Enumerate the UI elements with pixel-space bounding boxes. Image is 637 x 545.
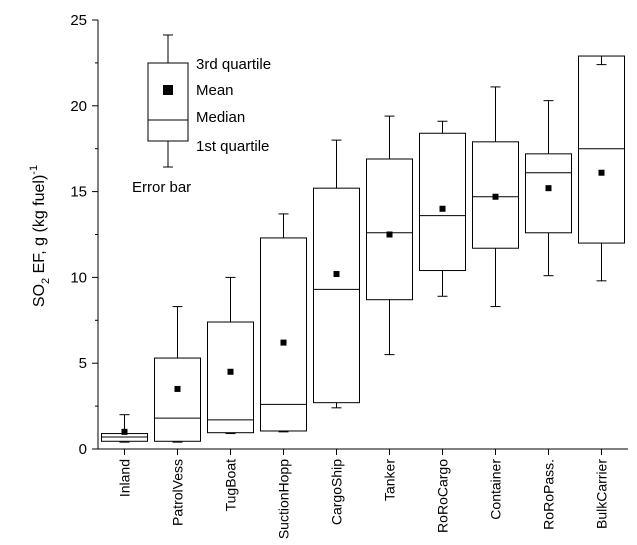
box-cargoship <box>313 187 360 404</box>
mean-marker-bulkcarrier <box>598 169 605 176</box>
x-tick-label: Container <box>488 459 504 520</box>
x-tick-label: RoRoPass. <box>541 459 557 530</box>
legend-label-q1: 1st quartile <box>196 138 269 155</box>
y-tick-label: 0 <box>79 441 87 458</box>
y-axis-label-middle: EF, g (kg fuel) <box>31 175 48 278</box>
mean-marker-suctionhopp <box>280 339 287 346</box>
box-suctionhopp <box>260 237 307 432</box>
y-tick-label: 10 <box>70 269 87 286</box>
y-axis-label-prefix: SO <box>31 284 48 307</box>
box-rorocargo <box>419 132 466 272</box>
legend-label-error-bar: Error bar <box>132 179 191 196</box>
legend: 3rd quartile Mean Median 1st quartile Er… <box>132 34 271 196</box>
x-tick-label: CargoShip <box>329 459 345 525</box>
box-tugboat <box>207 321 254 434</box>
x-tick-label: PatrolVess <box>170 459 186 526</box>
box-roropass <box>525 153 572 234</box>
mean-marker-tugboat <box>227 368 234 375</box>
x-tick-label: Inland <box>117 459 133 497</box>
y-axis-label: SO2 EF, g (kg fuel)-1 <box>28 165 52 307</box>
x-tick-label: Tanker <box>382 459 398 501</box>
box-bulkcarrier <box>578 55 625 244</box>
legend-box <box>147 62 189 142</box>
box-patrolvess <box>154 357 201 442</box>
mean-marker-roropass <box>545 185 552 192</box>
y-axis-label-superscript: -1 <box>28 165 40 175</box>
x-tick-label: BulkCarrier <box>594 459 610 529</box>
y-axis-label-subscript: 2 <box>40 278 52 284</box>
legend-label-q3: 3rd quartile <box>196 56 271 73</box>
x-tick-label: RoRoCargo <box>435 459 451 533</box>
mean-marker-cargoship <box>333 270 340 277</box>
plot-area: 0 5 10 15 20 25 Inland PatrolVess TugBoat Suction… <box>70 12 628 539</box>
x-tick-label: SuctionHopp <box>276 459 292 539</box>
y-tick-label: 5 <box>79 355 87 372</box>
y-tick-label: 20 <box>70 98 87 115</box>
mean-marker-container <box>492 193 499 200</box>
mean-marker-inland <box>121 428 128 435</box>
legend-label-median: Median <box>196 109 245 126</box>
legend-label-mean: Mean <box>196 82 234 99</box>
mean-marker-patrolvess <box>174 385 181 392</box>
mean-marker-rorocargo <box>439 205 446 212</box>
box-container <box>472 141 519 249</box>
y-tick-label: 15 <box>70 184 87 201</box>
legend-mean-marker <box>163 85 173 95</box>
y-tick-label: 25 <box>70 12 87 29</box>
box-tanker <box>366 158 413 301</box>
mean-marker-tanker <box>386 231 393 238</box>
x-tick-label: TugBoat <box>223 459 239 512</box>
